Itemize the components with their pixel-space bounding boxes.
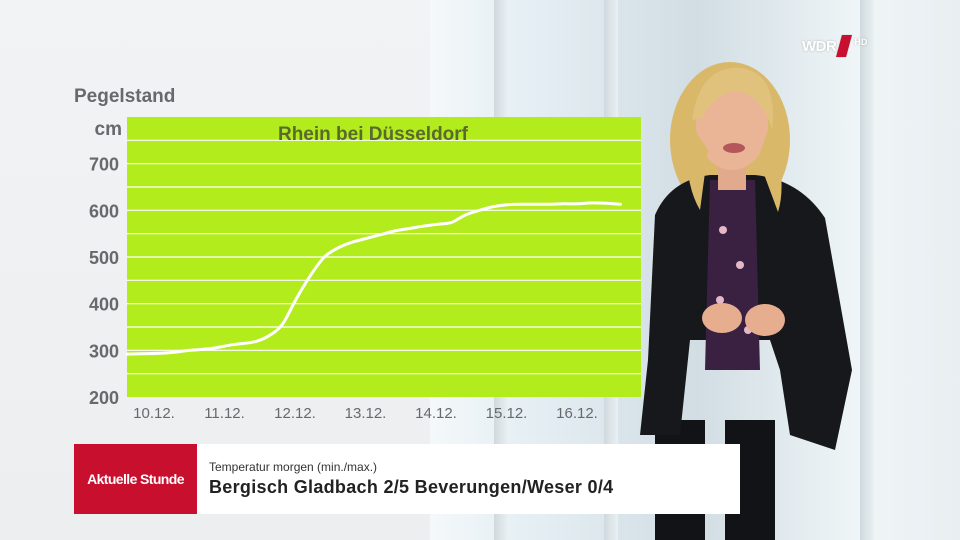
x-tick-label: 16.12. — [556, 405, 598, 422]
series-line — [125, 201, 622, 356]
hd-badge: HD — [854, 37, 868, 47]
y-axis-label: Pegelstand — [74, 86, 175, 107]
y-tick-label: 600 — [89, 201, 119, 221]
y-tick-label: 700 — [89, 155, 119, 175]
x-tick-label: 15.12. — [486, 405, 528, 422]
x-tick-label: 10.12. — [133, 405, 175, 422]
lower-third: Aktuelle Stunde Temperatur morgen (min./… — [74, 444, 740, 514]
lower-third-subtitle: Temperatur morgen (min./max.) — [209, 460, 378, 474]
program-badge: Aktuelle Stunde — [74, 444, 197, 514]
x-tick-label: 12.12. — [274, 405, 316, 422]
y-tick-label: 400 — [89, 295, 119, 315]
y-tick-label: 200 — [89, 388, 119, 408]
channel-logo: WDR HD — [802, 34, 867, 58]
logo-text: WDR — [802, 37, 837, 55]
x-tick-label: 14.12. — [415, 405, 457, 422]
chart-title: Rhein bei Düsseldorf — [278, 124, 469, 145]
x-tick-label: 11.12. — [204, 405, 245, 422]
y-axis-unit: cm — [95, 119, 122, 140]
y-tick-label: 300 — [89, 341, 119, 361]
y-tick-label: 500 — [89, 248, 119, 268]
window-frame — [860, 0, 874, 540]
logo-red-bar — [836, 35, 853, 57]
presenter — [640, 62, 852, 540]
lower-third-headline: Bergisch Gladbach 2/5 Beverungen/Weser 0… — [209, 477, 614, 497]
lower-third-body: Temperatur morgen (min./max.) Bergisch G… — [197, 444, 613, 514]
x-tick-label: 13.12. — [345, 405, 387, 422]
